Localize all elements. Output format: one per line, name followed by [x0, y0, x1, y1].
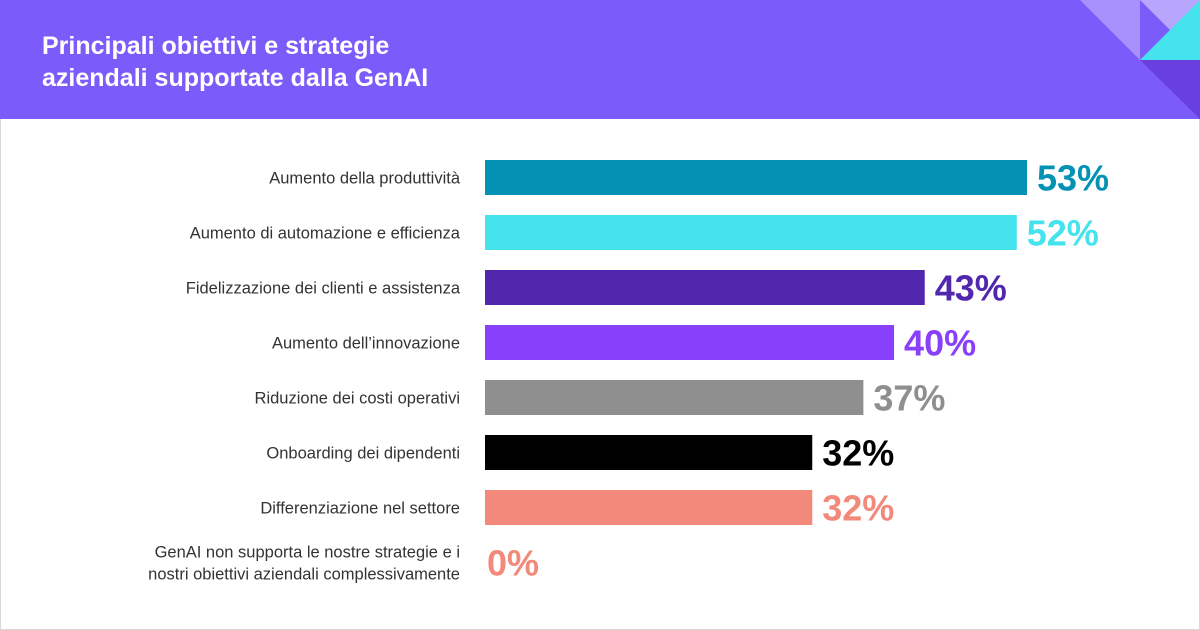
- deco-triangle-cyan: [1140, 0, 1200, 60]
- category-label-2-line-1: Aumento di automazione e efficienza: [190, 225, 461, 243]
- category-label-2: Aumento di automazione e efficienza: [190, 225, 461, 243]
- value-label-4: 40%: [904, 323, 976, 364]
- bar-6: [485, 435, 813, 470]
- bar-5: [485, 380, 864, 415]
- category-label-6: Onboarding dei dipendenti: [266, 445, 460, 463]
- value-label-1: 53%: [1037, 158, 1109, 199]
- category-label-5-line-1: Riduzione dei costi operativi: [255, 390, 460, 408]
- value-label-3: 43%: [935, 268, 1007, 309]
- deco-triangle-light: [1080, 0, 1140, 60]
- category-label-3-line-1: Fidelizzazione dei clienti e assistenza: [186, 280, 461, 298]
- bar-7: [485, 490, 813, 525]
- category-label-1-line-1: Aumento della produttività: [269, 170, 461, 188]
- value-label-6: 32%: [822, 433, 894, 474]
- bar-chart: Aumento della produttività 53% Aumento di …: [148, 158, 1109, 584]
- category-label-7: Differenziazione nel settore: [260, 500, 460, 518]
- category-label-6-line-1: Onboarding dei dipendenti: [266, 445, 460, 463]
- corner-decoration: [1080, 0, 1200, 119]
- value-label-5: 37%: [873, 378, 945, 419]
- header-banner: Principali obiettivi e strategie azienda…: [0, 0, 1200, 119]
- bar-2: [485, 215, 1017, 250]
- category-label-7-line-1: Differenziazione nel settore: [260, 500, 460, 518]
- category-label-8-line-2: nostri obiettivi aziendali complessivame…: [148, 566, 460, 584]
- category-label-1: Aumento della produttività: [269, 170, 461, 188]
- chart-title: Principali obiettivi e strategie azienda…: [42, 30, 428, 94]
- category-label-5: Riduzione dei costi operativi: [255, 390, 460, 408]
- bar-4: [485, 325, 895, 360]
- category-label-4-line-1: Aumento dell’innovazione: [272, 335, 460, 353]
- value-label-8: 0%: [487, 543, 539, 584]
- chart-title-line-1: Principali obiettivi e strategie: [42, 32, 390, 60]
- category-label-8-line-1: GenAI non supporta le nostre strategie e…: [155, 544, 460, 562]
- category-label-8: GenAI non supporta le nostre strategie e…: [148, 544, 460, 584]
- category-label-4: Aumento dell’innovazione: [272, 335, 460, 353]
- value-label-7: 32%: [822, 488, 894, 529]
- value-label-2: 52%: [1027, 213, 1099, 254]
- bar-1: [485, 160, 1027, 195]
- category-label-3: Fidelizzazione dei clienti e assistenza: [186, 280, 461, 298]
- deco-triangle-dark: [1140, 60, 1200, 119]
- bar-3: [485, 270, 925, 305]
- chart-title-line-2: aziendali supportate dalla GenAI: [42, 64, 429, 92]
